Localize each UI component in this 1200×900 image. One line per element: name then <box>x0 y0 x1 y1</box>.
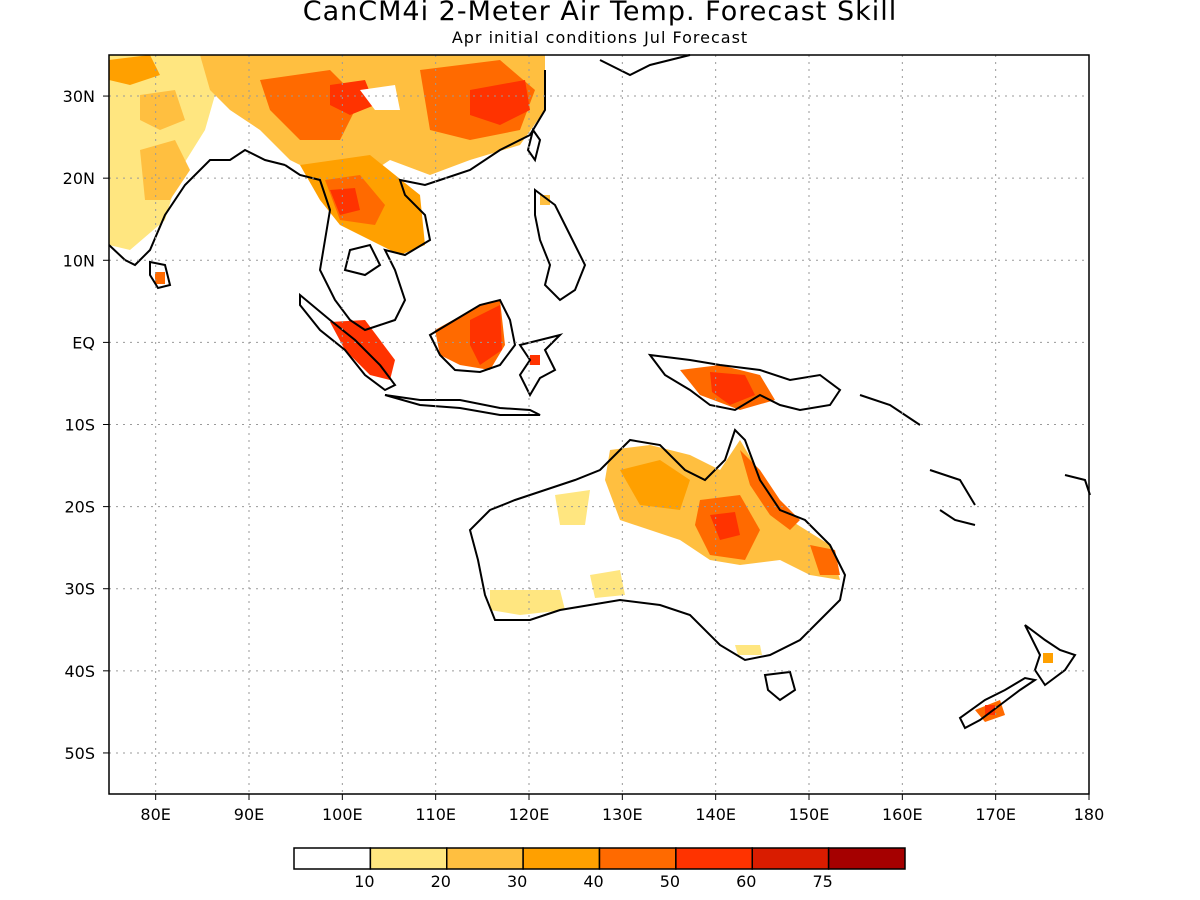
coastline-java <box>384 394 541 416</box>
lat-tick-label: EQ <box>72 333 95 352</box>
lon-axis: 80E 90E 100E 110E 120E 130E 140E 150E 160E 170E 18… <box>140 794 1104 824</box>
coastline-nz-north <box>1024 624 1077 687</box>
colorbar-swatch <box>751 847 830 870</box>
colorbar-swatch <box>369 847 448 870</box>
colorbar-label: 40 <box>583 872 603 891</box>
colorbar: 10 20 30 40 50 60 75 <box>293 847 906 891</box>
coastline-japan <box>599 54 691 77</box>
colorbar-swatch <box>522 847 601 870</box>
lon-tick-label: 140E <box>695 805 736 824</box>
lat-tick-label: 20S <box>64 498 95 517</box>
colorbar-label: 10 <box>354 872 374 891</box>
lon-tick-label: 150E <box>789 805 830 824</box>
colorbar-label: 50 <box>660 872 680 891</box>
coastline-sulawesi <box>518 333 564 398</box>
chart-subtitle: Apr initial conditions Jul Forecast <box>451 28 749 47</box>
lat-tick-label: 50S <box>64 744 95 763</box>
colorbar-swatch <box>675 847 753 870</box>
coastline-solomons <box>859 394 976 506</box>
lon-tick-label: 160E <box>882 805 923 824</box>
lon-tick-label: 120E <box>509 805 550 824</box>
skill-shading <box>109 55 1053 722</box>
lon-tick-label: 110E <box>415 805 456 824</box>
colorbar-swatch <box>293 847 372 870</box>
lon-tick-label: 170E <box>975 805 1016 824</box>
lon-tick-label: 180 <box>1074 805 1105 824</box>
colorbar-label: 30 <box>507 872 527 891</box>
coastline-sumatra <box>299 292 397 392</box>
colorbar-label: 75 <box>812 872 832 891</box>
lon-tick-label: 90E <box>234 805 264 824</box>
lat-tick-label: 30S <box>64 580 95 599</box>
lat-tick-label: 10S <box>64 416 95 435</box>
coastline-borneo <box>428 298 517 374</box>
coastline-new-guinea <box>647 353 842 412</box>
colorbar-swatch <box>598 847 677 870</box>
graticule <box>109 55 1089 794</box>
coastline-nz-south <box>958 676 1038 730</box>
coastline-tasmania <box>763 670 797 702</box>
colorbar-swatch <box>827 847 906 870</box>
lat-axis: 30N 20N 10N EQ 10S 20S 30S 40S 50S <box>63 87 109 763</box>
colorbar-label: 20 <box>431 872 451 891</box>
coastline-gulf-thailand <box>343 243 382 277</box>
coastlines <box>108 54 1091 730</box>
colorbar-swatch <box>446 847 524 870</box>
colorbar-label: 60 <box>736 872 756 891</box>
coastline-india <box>108 148 286 267</box>
lat-tick-label: 30N <box>63 87 95 106</box>
coastline-philippines <box>534 188 587 302</box>
lon-tick-label: 80E <box>140 805 170 824</box>
lon-tick-label: 130E <box>602 805 643 824</box>
coastline-taiwan <box>526 127 542 163</box>
coastline-sri-lanka <box>149 260 172 290</box>
chart-title: CanCM4i 2-Meter Air Temp. Forecast Skill <box>302 0 898 27</box>
lon-tick-label: 100E <box>322 805 363 824</box>
lat-tick-label: 10N <box>63 251 95 270</box>
lat-tick-label: 40S <box>64 662 95 681</box>
lat-tick-label: 20N <box>63 169 95 188</box>
coastline-australia <box>468 428 847 662</box>
